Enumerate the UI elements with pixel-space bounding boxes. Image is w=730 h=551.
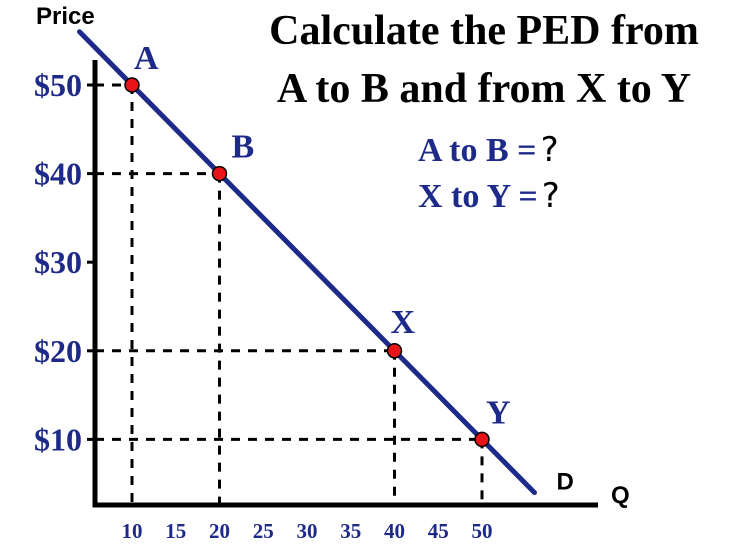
title-line-1: Calculate the PED from [269,8,699,54]
title-line-2: A to B and from X to Y [276,66,692,112]
axis-labels: Price Q [36,3,630,509]
question-a-to-b: A to B =? [418,130,559,170]
point-x [386,343,403,359]
x-axis-title: Q [611,482,630,509]
x-tick-label-5: 35 [340,519,361,543]
x-tick-label-6: 40 [384,519,405,543]
point-b [211,165,228,182]
point-label-x: X [391,304,416,341]
question-a-to-b-text: A to B = [418,132,537,169]
point-label-a: A [134,40,159,77]
y-tick-label-2: $30 [34,244,82,280]
y-tick-label-3: $40 [34,156,82,192]
question-x-to-y: X to Y =? [418,176,560,216]
question-a-to-b-mark: ? [540,130,559,170]
y-tick-label-4: $50 [34,67,82,103]
question-x-to-y-mark: ? [541,176,560,216]
dashed-guides [95,83,484,505]
x-tick-label-2: 20 [209,519,230,543]
demand-curve [77,29,537,496]
x-tick-label-1: 15 [165,519,186,543]
point-label-b: B [232,129,255,166]
x-tick-label-4: 30 [297,519,318,543]
x-tick-label-0: 10 [122,519,143,543]
x-tick-label-7: 45 [428,519,449,543]
y-tick-label-1: $20 [34,333,82,369]
tick-labels: 10 15 20 25 30 35 40 45 50 $10 $20 $30 $40 $50 [34,67,493,543]
axes [87,60,598,508]
question-x-to-y-text: X to Y = [418,178,538,215]
x-tick-label-3: 25 [253,519,274,543]
y-axis-title: Price [36,3,95,30]
point-label-y: Y [486,394,511,431]
point-a [124,77,140,93]
y-tick-label-0: $10 [34,421,82,457]
demand-curve-label: D [557,469,574,496]
demand-curve-group: D [77,29,574,496]
point-y [474,431,490,448]
data-points: A B X Y [124,40,511,448]
slide-title: Calculate the PED from A to B and from X… [240,2,728,118]
x-tick-label-8: 50 [472,519,493,543]
